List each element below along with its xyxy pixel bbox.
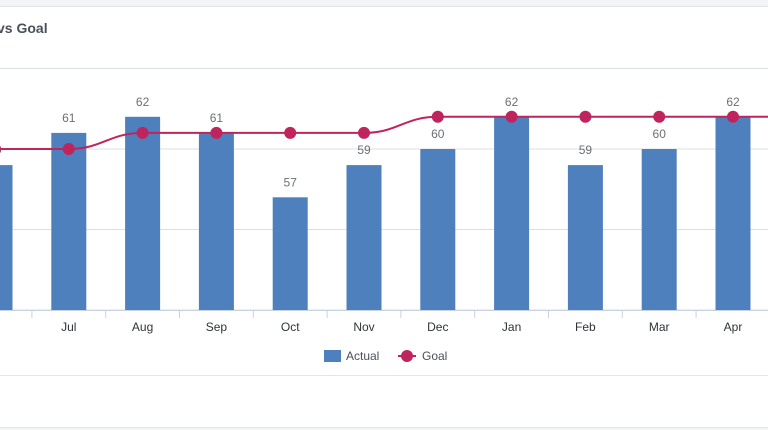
bar-value-label: 59 (0, 143, 2, 157)
goal-point (136, 126, 149, 139)
footer-divider (0, 375, 768, 376)
bar-value-label: 62 (726, 95, 740, 109)
bar-value-label: 60 (653, 127, 667, 141)
bar-actual (420, 149, 456, 310)
x-tick-label: Mar (649, 320, 670, 334)
legend-label-actual: Actual (346, 349, 379, 363)
x-tick-label: Feb (575, 320, 596, 334)
bar-actual (567, 165, 603, 310)
x-tick-label: Aug (132, 320, 153, 334)
legend-swatch-actual (324, 350, 341, 362)
legend-marker-goal (401, 350, 413, 362)
bar-actual (641, 149, 677, 310)
goal-point (505, 110, 518, 123)
x-tick-label: Jul (61, 320, 76, 334)
goal-point (579, 110, 592, 123)
bar-value-label: 62 (136, 95, 150, 109)
bar-actual (715, 116, 751, 310)
bar-value-label: 57 (284, 175, 298, 189)
bar-actual (272, 197, 308, 310)
goal-point (284, 126, 297, 139)
bar-value-label: 61 (62, 111, 76, 125)
bar-actual (198, 132, 234, 310)
bar-value-label: 59 (357, 143, 371, 157)
x-tick-label: Nov (353, 320, 374, 334)
x-tick-label: Dec (427, 320, 448, 334)
goal-point (431, 110, 444, 123)
bar-actual (51, 132, 87, 310)
goal-point (62, 143, 75, 155)
goal-point (653, 110, 666, 123)
x-tick-label: Apr (724, 320, 743, 334)
goal-point (358, 126, 370, 139)
bar-actual (0, 165, 13, 310)
x-tick-label: Sep (206, 320, 228, 334)
bar-value-label: 61 (210, 111, 224, 125)
bar-value-label: 62 (505, 95, 519, 109)
bar-actual (125, 116, 161, 310)
goal-point (210, 126, 223, 139)
legend-label-goal: Goal (422, 349, 447, 363)
bar-actual (494, 116, 530, 310)
bar-actual (346, 165, 382, 310)
bar-value-label: 59 (579, 143, 593, 157)
x-tick-label: Jan (502, 320, 521, 334)
x-tick-label: Oct (281, 320, 300, 334)
chart-title: vs Goal (0, 20, 48, 36)
bar-value-label: 60 (431, 127, 445, 141)
goal-point (0, 145, 1, 153)
goal-point (727, 110, 739, 123)
